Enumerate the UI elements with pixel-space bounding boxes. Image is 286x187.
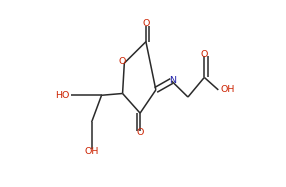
Text: O: O [142,19,150,28]
Text: N: N [169,76,176,85]
Text: O: O [200,50,208,59]
Text: HO: HO [55,91,69,100]
Text: OH: OH [220,85,235,94]
Text: O: O [136,128,144,137]
Text: OH: OH [84,147,99,156]
Text: O: O [119,57,126,66]
